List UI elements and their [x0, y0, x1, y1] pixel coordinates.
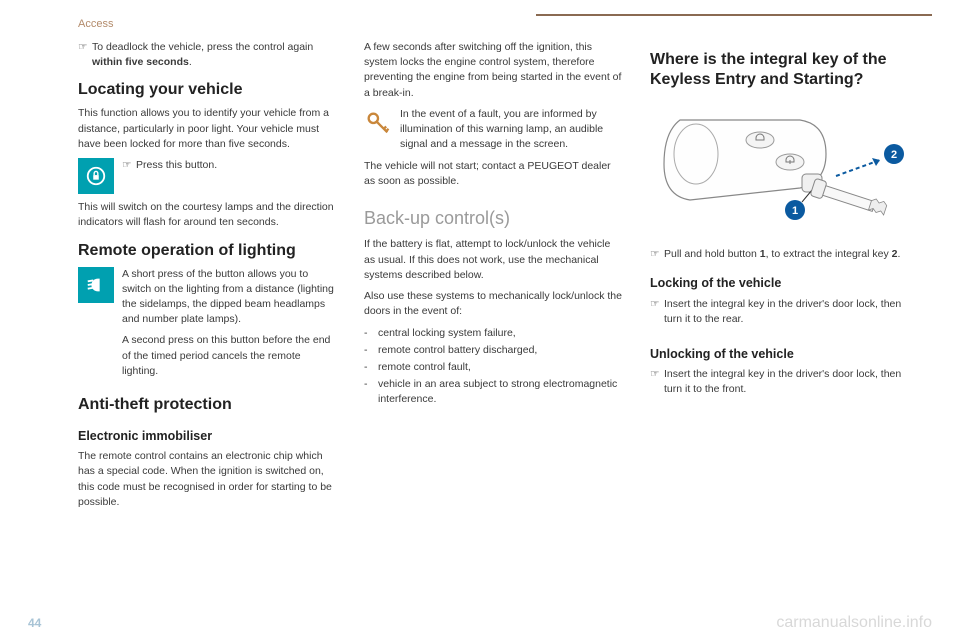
section-label: Access	[78, 18, 932, 30]
heading-remote: Remote operation of lighting	[78, 241, 338, 261]
backup-list: -central locking system failure, -remote…	[364, 326, 624, 408]
heading-locking: Locking of the vehicle	[650, 274, 910, 292]
remote-p1: A short press of the button allows you t…	[122, 267, 338, 328]
pull-text: Pull and hold button 1, to extract the i…	[664, 247, 910, 262]
text-pre: To deadlock the vehicle, press the contr…	[92, 41, 313, 53]
content-columns: ☞ To deadlock the vehicle, press the con…	[78, 40, 932, 516]
top-rule	[536, 14, 932, 16]
backup-p1: If the battery is flat, attempt to lock/…	[364, 237, 624, 283]
deadlock-text: To deadlock the vehicle, press the contr…	[92, 40, 338, 70]
remote-text: A short press of the button allows you t…	[122, 267, 338, 386]
courtesy-para: This will switch on the courtesy lamps a…	[78, 200, 338, 230]
t: .	[898, 248, 901, 260]
nostart-para: The vehicle will not start; contact a PE…	[364, 159, 624, 189]
list-item: -remote control battery discharged,	[364, 343, 624, 358]
headlight-icon	[78, 267, 114, 303]
t: Pull and hold button	[664, 248, 760, 260]
list-item: -vehicle in an area subject to strong el…	[364, 377, 624, 407]
locking-bullet: ☞ Insert the integral key in the driver'…	[650, 297, 910, 327]
bullet-marker: ☞	[650, 367, 664, 382]
press-button-row: ☞ Press this button.	[78, 158, 338, 194]
press-button-label: Press this button.	[136, 158, 217, 173]
key-fob-illustration: 1 2	[650, 102, 910, 232]
ignition-para: A few seconds after switching off the ig…	[364, 40, 624, 101]
press-button-text: ☞ Press this button.	[122, 158, 338, 177]
fault-text: In the event of a fault, you are informe…	[400, 107, 624, 153]
t: , to extract the integral key	[766, 248, 892, 260]
deadlock-bullet: ☞ To deadlock the vehicle, press the con…	[78, 40, 338, 70]
bullet-marker: ☞	[78, 40, 92, 55]
bullet-marker: ☞	[650, 297, 664, 312]
lock-icon	[78, 158, 114, 194]
dash-text: remote control fault,	[378, 360, 471, 375]
page-number: 44	[28, 616, 41, 630]
column-2: A few seconds after switching off the ig…	[364, 40, 624, 516]
heading-anti-theft: Anti-theft protection	[78, 395, 338, 415]
unlocking-bullet: ☞ Insert the integral key in the driver'…	[650, 367, 910, 397]
heading-immobiliser: Electronic immobiliser	[78, 427, 338, 445]
headlight-icon-svg	[85, 274, 107, 296]
text-post: .	[189, 56, 192, 68]
lock-icon-svg	[85, 165, 107, 187]
unlocking-text: Insert the integral key in the driver's …	[664, 367, 910, 397]
watermark: carmanualsonline.info	[776, 614, 932, 632]
heading-integral-key: Where is the integral key of the Keyless…	[650, 50, 910, 90]
heading-locating: Locating your vehicle	[78, 80, 338, 100]
locating-para: This function allows you to identify you…	[78, 106, 338, 152]
list-item: -remote control fault,	[364, 360, 624, 375]
remote-p2: A second press on this button before the…	[122, 333, 338, 379]
remote-light-row: A short press of the button allows you t…	[78, 267, 338, 386]
dash-text: central locking system failure,	[378, 326, 516, 341]
bullet-marker: ☞	[650, 247, 664, 262]
manual-page: Access ☞ To deadlock the vehicle, press …	[0, 0, 960, 640]
fault-row: In the event of a fault, you are informe…	[364, 107, 624, 153]
column-3: Where is the integral key of the Keyless…	[650, 40, 910, 516]
svg-text:2: 2	[891, 149, 897, 161]
bullet-marker: ☞	[122, 158, 136, 173]
list-item: -central locking system failure,	[364, 326, 624, 341]
immobiliser-para: The remote control contains an electroni…	[78, 449, 338, 510]
pull-bullet: ☞ Pull and hold button 1, to extract the…	[650, 247, 910, 262]
key-warning-icon	[364, 109, 392, 137]
heading-unlocking: Unlocking of the vehicle	[650, 345, 910, 363]
heading-backup: Back-up control(s)	[364, 207, 624, 230]
dash-text: vehicle in an area subject to strong ele…	[378, 377, 624, 407]
column-1: ☞ To deadlock the vehicle, press the con…	[78, 40, 338, 516]
backup-p2: Also use these systems to mechanically l…	[364, 289, 624, 319]
dash-text: remote control battery discharged,	[378, 343, 537, 358]
svg-text:1: 1	[792, 205, 798, 217]
locking-text: Insert the integral key in the driver's …	[664, 297, 910, 327]
text-bold: within five seconds	[92, 56, 189, 68]
